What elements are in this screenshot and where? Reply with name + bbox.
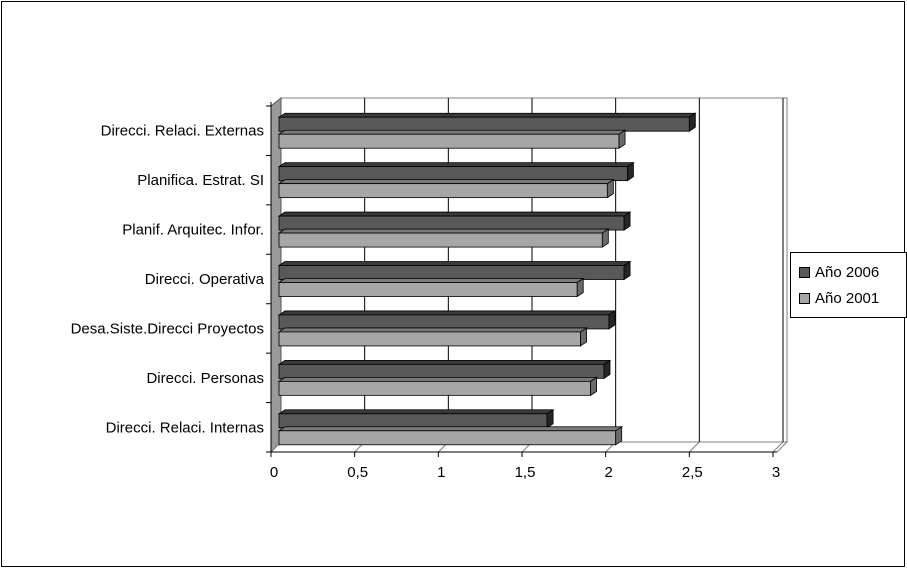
- category-label-direcci-relaci-externas: Direcci. Relaci. Externas: [101, 123, 264, 140]
- bar-ano-2001-desa-siste-direcci-proyectos-top: [277, 327, 588, 333]
- bar-ano-2001-planifica-estrat-si: [277, 178, 615, 199]
- bar-ano-2001-direcci-relaci-internas-front: [278, 430, 617, 446]
- bar-ano-2001-direcci-operativa-top: [277, 278, 585, 283]
- x-tick-label: 3: [772, 464, 780, 481]
- legend: Año 2006 Año 2001: [790, 252, 907, 318]
- bar-ano-2006-direcci-relaci-internas: [277, 409, 555, 429]
- bar-ano-2001-direcci-operativa-front: [278, 282, 578, 297]
- bar-ano-2006-direcci-personas-end: [603, 359, 611, 380]
- bar-ano-2006-direcci-relaci-internas-top: [277, 409, 555, 415]
- bar-ano-2001-direcci-personas-end: [590, 376, 598, 397]
- bar-ano-2001-planifica-estrat-si-top: [277, 179, 615, 185]
- floor-gridline: [688, 441, 700, 453]
- axes: [266, 102, 777, 457]
- category-label-planifica-estrat-si: Planifica. Estrat. SI: [137, 172, 264, 189]
- x-tick-label: 0: [270, 464, 278, 481]
- bar-ano-2006-direcci-personas-top: [277, 359, 612, 365]
- labels: 0 0,5 1 1,5 2 2,5 3 Direcci. Relaci. Externas Pl…: [71, 123, 781, 481]
- bar-ano-2001-planifica-estrat-si-front: [278, 183, 608, 199]
- bar-ano-2006-direcci-relaci-externas: [277, 112, 697, 132]
- bar-ano-2001-planif-arquitec-infor-end: [601, 228, 609, 248]
- bar-ano-2001-direcci-personas-front: [278, 380, 592, 396]
- bar-ano-2006-direcci-relaci-externas-top: [277, 112, 697, 118]
- bar-ano-2006-direcci-relaci-internas-front: [278, 413, 548, 429]
- bar-ano-2001-direcci-relaci-externas-top: [277, 129, 627, 135]
- bar-ano-2001-direcci-personas: [277, 376, 598, 397]
- bar-ano-2001-direcci-personas-top: [277, 376, 598, 382]
- bar-ano-2006-direcci-relaci-externas-front: [278, 116, 690, 132]
- bar-ano-2006-direcci-operativa-front: [278, 265, 625, 280]
- bar-ano-2006-planifica-estrat-si: [277, 161, 635, 182]
- bar-ano-2006-planif-arquitec-infor: [277, 211, 632, 231]
- bar-ano-2001-direcci-relaci-externas-end: [618, 129, 626, 149]
- bar-ano-2001-direcci-relaci-internas-end: [615, 426, 623, 446]
- bar-ano-2001-desa-siste-direcci-proyectos-end: [580, 327, 587, 347]
- bar-ano-2006-desa-siste-direcci-proyectos-front: [278, 314, 610, 330]
- bar-ano-2001-direcci-relaci-internas-top: [277, 426, 624, 432]
- bar-ano-2001-desa-siste-direcci-proyectos: [277, 327, 588, 347]
- bar-ano-2001-direcci-operativa-end: [576, 277, 584, 298]
- bar-ano-2001-direcci-relaci-externas: [277, 129, 627, 149]
- x-tick-label: 2,5: [682, 464, 703, 481]
- bar-ano-2001-planifica-estrat-si-end: [606, 178, 614, 199]
- legend-label-2001: Año 2001: [815, 289, 880, 307]
- floor-gridline: [772, 441, 784, 453]
- bar-ano-2001-planif-arquitec-infor: [277, 228, 610, 248]
- bar-ano-2006-planif-arquitec-infor-front: [278, 215, 625, 231]
- x-tick-label: 2: [604, 464, 612, 481]
- bar-ano-2006-direcci-personas: [277, 359, 612, 380]
- bar-ano-2006-planif-arquitec-infor-end: [623, 211, 631, 231]
- bar-ano-2006-direcci-personas-front: [278, 363, 605, 379]
- category-label-desa-siste-direcci-proyectos: Desa.Siste.Direcci Proyectos: [71, 320, 264, 337]
- bar-ano-2001-desa-siste-direcci-proyectos-front: [278, 331, 581, 347]
- legend-swatch-2006: [799, 266, 810, 278]
- legend-swatch-2001: [799, 292, 810, 304]
- bar-ano-2001-planif-arquitec-infor-front: [278, 232, 603, 248]
- category-label-planif-arquitec-infor: Planif. Arquitec. Infor.: [122, 222, 264, 239]
- bar-ano-2006-direcci-operativa-end: [623, 260, 631, 281]
- bar-ano-2006-desa-siste-direcci-proyectos-end: [608, 310, 616, 330]
- bar-ano-2006-planif-arquitec-infor-top: [277, 211, 632, 217]
- bar-ano-2006-planifica-estrat-si-end: [627, 161, 634, 182]
- bar-ano-2006-desa-siste-direcci-proyectos: [277, 310, 617, 330]
- bar-ano-2001-planif-arquitec-infor-top: [277, 228, 610, 234]
- x-tick-label: 0,5: [347, 464, 368, 481]
- category-label-direcci-personas: Direcci. Personas: [146, 370, 264, 387]
- bar-ano-2006-direcci-operativa: [277, 260, 632, 281]
- category-label-direcci-relaci-internas: Direcci. Relaci. Internas: [106, 419, 264, 436]
- bar-ano-2006-direcci-operativa-top: [277, 261, 632, 266]
- legend-label-2006: Año 2006: [815, 263, 880, 281]
- x-tick-label: 1: [437, 464, 445, 481]
- bars: [277, 112, 697, 446]
- legend-entry-2001: Año 2001: [799, 287, 879, 309]
- bar-ano-2001-direcci-operativa: [277, 277, 585, 298]
- bar-ano-2006-desa-siste-direcci-proyectos-top: [277, 310, 617, 316]
- bar-ano-2001-direcci-relaci-externas-front: [278, 133, 620, 149]
- bar-ano-2006-planifica-estrat-si-front: [278, 166, 628, 182]
- legend-entry-2006: Año 2006: [799, 261, 879, 283]
- bar-ano-2006-direcci-relaci-internas-end: [546, 409, 554, 429]
- x-tick-label: 1,5: [515, 464, 536, 481]
- bar-ano-2001-direcci-relaci-internas: [277, 426, 624, 446]
- bar-ano-2006-direcci-relaci-externas-end: [688, 112, 696, 132]
- category-label-direcci-operativa: Direcci. Operativa: [145, 271, 265, 288]
- bar-ano-2006-planifica-estrat-si-top: [277, 162, 635, 168]
